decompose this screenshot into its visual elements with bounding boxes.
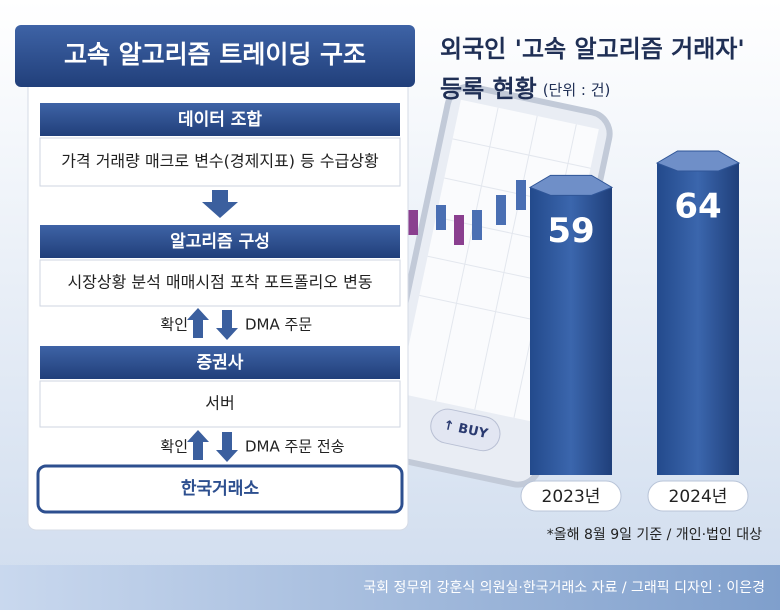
value-label: 59 [547,211,594,251]
step-body [39,259,401,307]
step-body [39,137,401,187]
exchange-box [36,464,404,514]
buy-button [430,408,501,452]
up-label: 확인 [160,316,188,334]
step-text: 시장상황 분석 매매시점 포착 포트폴리오 변동 [67,273,372,292]
step-title: 증권사 [197,353,244,373]
step-header [40,346,400,379]
step-header [40,225,400,258]
category-pill [647,480,749,512]
unit-label: (단위 : 건) [543,81,611,99]
step-title: 알고리즘 구성 [170,232,270,252]
chart-note: *올해 8월 9일 기준 / 개인·법인 대상 [547,527,762,543]
down-arrow [216,432,238,462]
down-label: DMA 주문 전송 [245,438,345,456]
bar-cap [655,150,741,172]
bar-chart: 59 2023년 64 2024년 [520,150,749,512]
x-tick-label: 2024년 [669,487,728,507]
structure-title: 고속 알고리즘 트레이딩 구조 [64,40,366,69]
step-text: 가격 거래량 매크로 변수(경제지표) 등 수급상황 [61,152,379,171]
step-text: 서버 [205,394,234,413]
bar-cap [528,174,614,196]
value-label: 64 [674,187,721,227]
exchange-label: 한국거래소 [181,479,260,499]
bar [530,187,612,475]
up-arrow [187,308,209,338]
structure-title-banner [15,25,415,87]
up-arrow [187,430,209,460]
x-tick-label: 2023년 [542,487,601,507]
chart-title-line2: 등록 현황 (단위 : 건) [440,75,610,103]
step-header [40,103,400,136]
bar [657,163,739,475]
chart-subtitle: 등록 현황 [440,75,537,103]
category-pill [520,480,622,512]
up-label: 확인 [160,438,188,456]
down-arrow [216,310,238,340]
source: 국회 정무위 강훈식 의원실·한국거래소 자료 / 그래픽 디자인 : 이은경 [363,580,765,596]
step-body [39,380,401,428]
down-arrow [202,190,238,218]
chart-title: 외국인 '고속 알고리즘 거래자' [440,35,745,63]
down-label: DMA 주문 [245,316,312,334]
step-title: 데이터 조합 [178,109,262,130]
footer-band [0,565,780,610]
